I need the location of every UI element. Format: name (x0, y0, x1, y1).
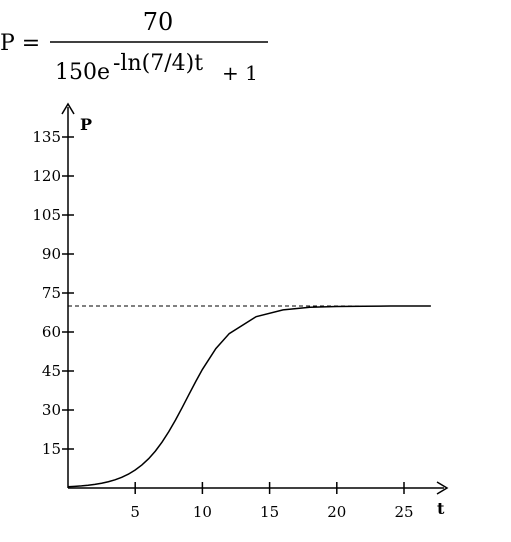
formula-lhs: P = (0, 31, 40, 56)
formula-denominator-tail: + 1 (222, 61, 258, 85)
ticks: 15 30 45 60 75 90 105 120 135 5 10 15 20 25 (32, 128, 413, 521)
x-tick-label: 20 (327, 503, 346, 521)
y-tick-label: 105 (32, 206, 61, 224)
x-tick-label: 5 (130, 503, 140, 521)
formula-exponent: -ln(7/4)t (113, 51, 203, 76)
x-tick-label: 10 (193, 503, 212, 521)
x-axis-title: t (437, 499, 445, 518)
y-axis-title: P (80, 115, 92, 134)
axes: P t (61, 102, 449, 518)
formula-numerator: 70 (143, 8, 174, 36)
y-tick-label: 135 (32, 128, 61, 146)
y-tick-label: 60 (42, 323, 61, 341)
plot-area (67, 305, 431, 488)
y-tick-label: 75 (42, 284, 61, 302)
y-tick-label: 120 (32, 167, 61, 185)
formula-denominator-base: 150e (55, 60, 110, 85)
x-axis-arrow (436, 481, 449, 495)
y-tick-label: 15 (42, 440, 61, 458)
formula: P = 70 150e -ln(7/4)t + 1 (0, 8, 268, 85)
y-tick-label: 30 (42, 401, 61, 419)
x-tick-label: 15 (260, 503, 279, 521)
x-tick-label: 25 (394, 503, 413, 521)
y-tick-label: 45 (42, 362, 61, 380)
y-tick-label: 90 (42, 245, 61, 263)
y-axis-arrow (61, 102, 75, 115)
series-line (67, 305, 431, 488)
